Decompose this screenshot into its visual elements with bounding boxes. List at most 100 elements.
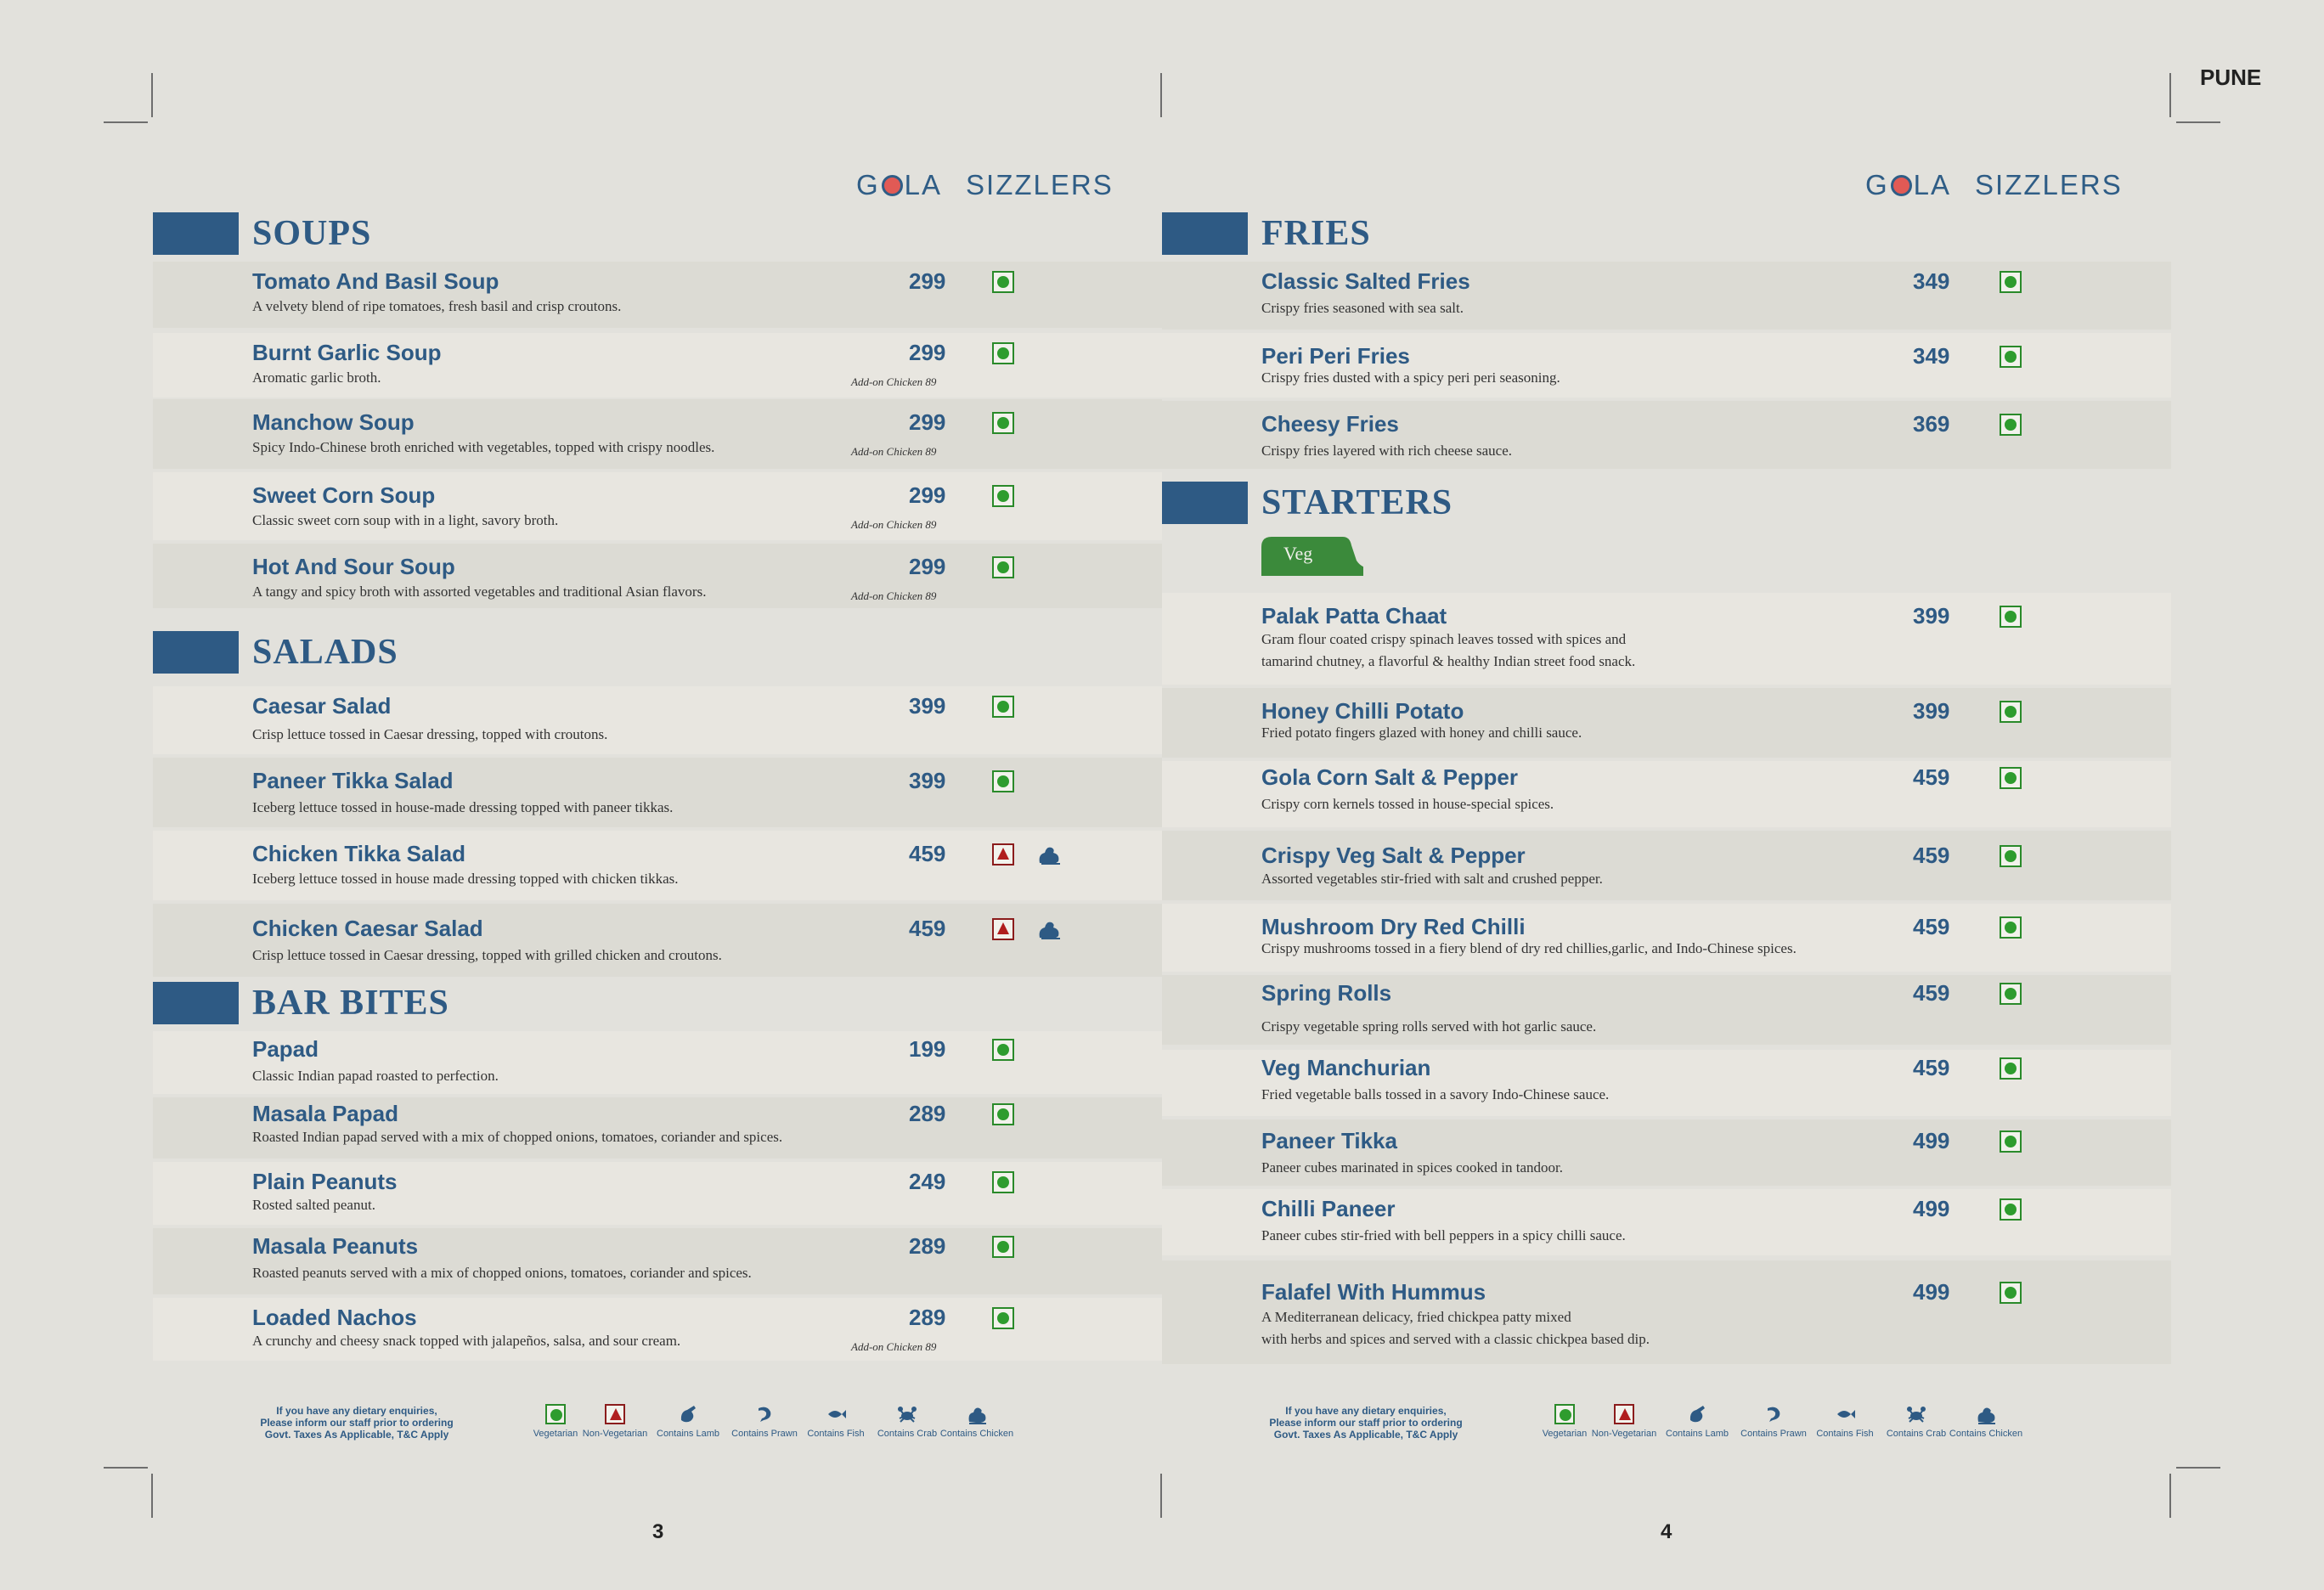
legend-item: Contains Crab <box>869 1403 945 1439</box>
logo-la: LA <box>1913 169 1952 200</box>
legend-label: Non-Vegetarian <box>582 1429 648 1439</box>
item-description: Crispy vegetable spring rolls served wit… <box>1261 1018 1597 1035</box>
menu-item-row: Paneer Tikka Salad Iceberg lettuce tossed… <box>153 758 1162 827</box>
item-name: Paneer Tikka <box>1261 1128 1397 1153</box>
logo-sizzlers: SIZZLERS <box>966 169 1114 200</box>
menu-item-row: Burnt Garlic Soup Aromatic garlic broth. 2… <box>153 333 1162 398</box>
menu-page-right: G LA SIZZLERS FRIES Classic Salted Fries C… <box>1162 0 2171 1590</box>
page-number: 4 <box>1661 1520 1672 1543</box>
veg-icon <box>545 1404 566 1424</box>
menu-item-row: Peri Peri Fries Crispy fries dusted with … <box>1162 333 2171 398</box>
legend-label: Contains Chicken <box>939 1429 1014 1439</box>
item-price: 459 <box>909 916 946 941</box>
veg-icon <box>2000 701 2022 723</box>
logo-o-icon <box>881 174 903 196</box>
item-name: Manchow Soup <box>252 409 415 435</box>
veg-icon <box>2000 845 2022 867</box>
item-price: 399 <box>1913 603 1950 629</box>
section-bar <box>153 212 239 255</box>
item-name: Tomato And Basil Soup <box>252 268 499 294</box>
item-price: 459 <box>1913 980 1950 1006</box>
item-name: Mushroom Dry Red Chilli <box>1261 914 1526 939</box>
legend-item: Vegetarian <box>1526 1403 1603 1439</box>
menu-item-row: Gola Corn Salt & Pepper Crispy corn kerne… <box>1162 761 2171 827</box>
menu-item-row: Paneer Tikka Paneer cubes marinated in sp… <box>1162 1119 2171 1186</box>
item-description: Gram flour coated crispy spinach leaves … <box>1261 631 1627 647</box>
item-description: Iceberg lettuce tossed in house made dre… <box>252 871 679 887</box>
item-price: 459 <box>1913 1055 1950 1080</box>
addon-note: Add-on Chicken 89 <box>851 518 937 531</box>
veg-icon <box>992 271 1014 293</box>
item-description: Roasted Indian papad served with a mix o… <box>252 1129 783 1145</box>
veg-icon <box>2000 346 2022 368</box>
item-name: Veg Manchurian <box>1261 1055 1431 1080</box>
prawn-icon <box>759 1407 771 1422</box>
crop-mark <box>2169 73 2171 117</box>
menu-page-left: G LA SIZZLERS SOUPS Tomato And Basil Soup… <box>153 0 1162 1590</box>
veg-icon <box>2000 271 2022 293</box>
crop-mark <box>104 1467 148 1469</box>
veg-icon <box>992 556 1014 578</box>
legend-icon <box>1763 1403 1785 1425</box>
brand-logo: G LA SIZZLERS <box>856 169 1114 201</box>
item-price: 199 <box>909 1036 946 1062</box>
chicken-icon <box>968 1407 986 1424</box>
note-line: Please inform our staff prior to orderin… <box>1269 1417 1463 1429</box>
item-name: Masala Papad <box>252 1101 398 1126</box>
veg-icon <box>992 1103 1014 1125</box>
menu-item-row: Sweet Corn Soup Classic sweet corn soup w… <box>153 472 1162 540</box>
legend-label: Vegetarian <box>533 1429 578 1439</box>
veg-icon <box>2000 767 2022 789</box>
veg-icon <box>992 1236 1014 1258</box>
menu-item-row: Masala Papad Roasted Indian papad served … <box>153 1097 1162 1159</box>
item-price: 399 <box>909 693 946 719</box>
legend-label: Contains Prawn <box>1740 1429 1807 1439</box>
note-line: Please inform our staff prior to orderin… <box>260 1417 454 1429</box>
item-price: 299 <box>909 409 946 435</box>
item-price: 459 <box>1913 914 1950 939</box>
item-description: Assorted vegetables stir-fried with salt… <box>1261 871 1603 887</box>
section-bar <box>153 631 239 674</box>
legend-item: Contains Chicken <box>1948 1403 2024 1439</box>
crop-mark <box>151 73 153 117</box>
non-veg-icon <box>1614 1404 1634 1424</box>
item-name: Plain Peanuts <box>252 1169 398 1194</box>
item-description: Crispy fries layered with rich cheese sa… <box>1261 443 1513 459</box>
item-description: A velvety blend of ripe tomatoes, fresh … <box>252 298 622 314</box>
legend-item: Non-Vegetarian <box>577 1403 653 1439</box>
menu-item-row: Cheesy Fries Crispy fries layered with ri… <box>1162 401 2171 469</box>
chicken-icon <box>1036 917 1062 941</box>
menu-item-row: Mushroom Dry Red Chilli Crispy mushrooms … <box>1162 904 2171 972</box>
item-price: 299 <box>909 554 946 579</box>
item-description: Spicy Indo-Chinese broth enriched with v… <box>252 439 715 455</box>
item-description: Classic sweet corn soup with in a light,… <box>252 512 559 528</box>
legend-item: Contains Chicken <box>939 1403 1015 1439</box>
menu-item-row: Loaded Nachos A crunchy and cheesy snack … <box>153 1298 1162 1361</box>
legend-item: Contains Lamb <box>1659 1403 1735 1439</box>
item-name: Chilli Paneer <box>1261 1196 1396 1221</box>
crop-mark <box>2169 1474 2171 1518</box>
veg-icon <box>2000 916 2022 939</box>
legend-icon <box>1613 1403 1635 1425</box>
veg-icon <box>992 342 1014 364</box>
item-price: 289 <box>909 1305 946 1330</box>
crab-icon <box>1907 1407 1926 1423</box>
item-name: Chicken Tikka Salad <box>252 841 465 866</box>
veg-icon <box>992 1039 1014 1061</box>
item-price: 349 <box>1913 268 1950 294</box>
item-name: Paneer Tikka Salad <box>252 768 454 793</box>
logo-o-icon <box>1890 174 1912 196</box>
item-description: Paneer cubes marinated in spices cooked … <box>1261 1159 1563 1176</box>
addon-note: Add-on Chicken 89 <box>851 1340 937 1353</box>
menu-item-row: Falafel With Hummus A Mediterranean delic… <box>1162 1260 2171 1364</box>
item-description: Crispy corn kernels tossed in house-spec… <box>1261 796 1554 812</box>
section-title-soups: SOUPS <box>252 214 372 253</box>
chicken-icon <box>1977 1407 1995 1424</box>
section-title-salads: SALADS <box>252 633 398 672</box>
item-name: Spring Rolls <box>1261 980 1392 1006</box>
legend-label: Contains Chicken <box>1949 1429 2023 1439</box>
item-price: 459 <box>1913 764 1950 790</box>
menu-item-row: Classic Salted Fries Crispy fries seasone… <box>1162 262 2171 330</box>
menu-item-row: Papad Classic Indian papad roasted to per… <box>153 1031 1162 1094</box>
menu-item-row: Hot And Sour Soup A tangy and spicy broth… <box>153 544 1162 608</box>
